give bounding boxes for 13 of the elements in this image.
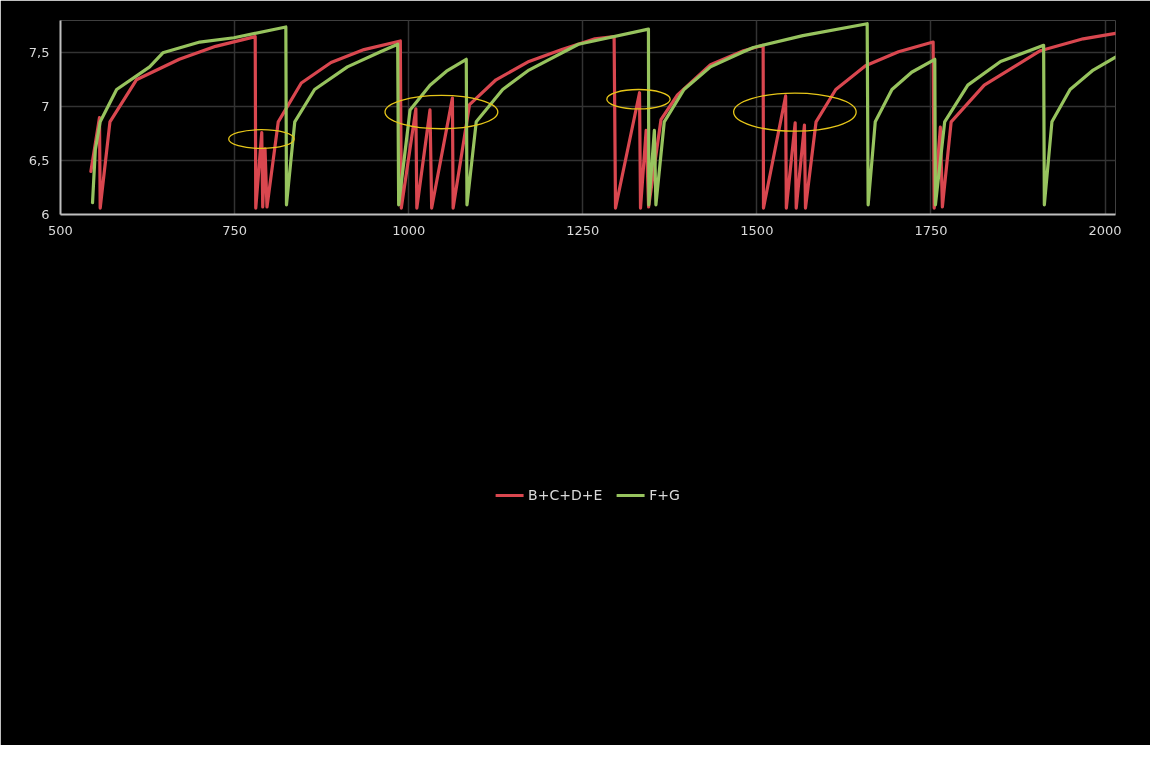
x-tick-label: 1500	[740, 222, 774, 238]
x-tick-label: 750	[222, 222, 248, 238]
y-tick-label: 6	[41, 207, 50, 222]
x-tick-label: 500	[48, 222, 73, 238]
y-tick-label: 6,5	[28, 153, 50, 169]
x-tick-label: 1250	[566, 222, 600, 238]
x-tick-label: 1000	[392, 222, 426, 238]
legend-label: F+G	[649, 487, 680, 503]
y-tick-label: 7,5	[28, 45, 50, 61]
y-tick-label: 7	[41, 99, 50, 115]
legend-label: B+C+D+E	[528, 487, 603, 503]
x-tick-label: 2000	[1088, 222, 1122, 238]
x-tick-label: 1750	[914, 222, 948, 238]
